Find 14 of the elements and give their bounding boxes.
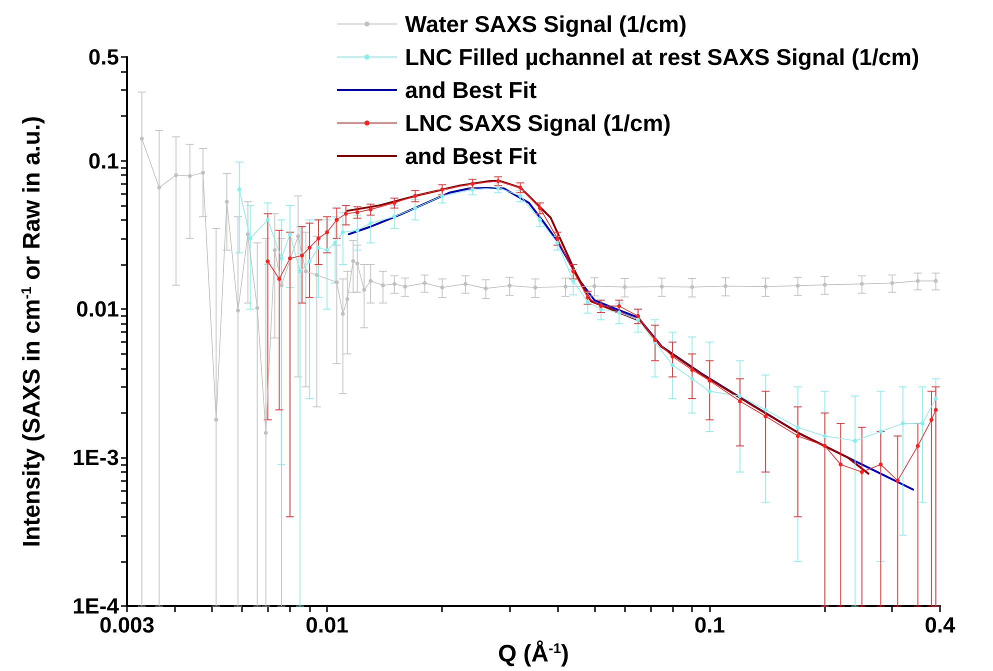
x-tick-label: 0.01: [306, 612, 348, 638]
y-tick-label: 0.01: [76, 296, 119, 322]
legend-label: LNC SAXS Signal (1/cm): [405, 110, 671, 136]
y-tick-label: 1E-3: [72, 445, 119, 470]
y-tick-label: 0.1: [88, 148, 119, 174]
x-tick-label: 0.003: [99, 612, 155, 638]
y-axis-title: Intensity (SAXS in cm-1 or Raw in a.u.): [18, 116, 46, 548]
x-tick-label: 0.1: [694, 612, 725, 638]
legend-label: and Best Fit: [405, 77, 537, 103]
y-tick-label: 0.5: [88, 44, 119, 70]
legend-label: and Best Fit: [405, 143, 537, 169]
legend-label: LNC Filled µchannel at rest SAXS Signal (1/cm): [405, 44, 920, 70]
legend-label: Water SAXS Signal (1/cm): [405, 11, 687, 37]
x-tick-label: 0.4: [924, 612, 956, 638]
